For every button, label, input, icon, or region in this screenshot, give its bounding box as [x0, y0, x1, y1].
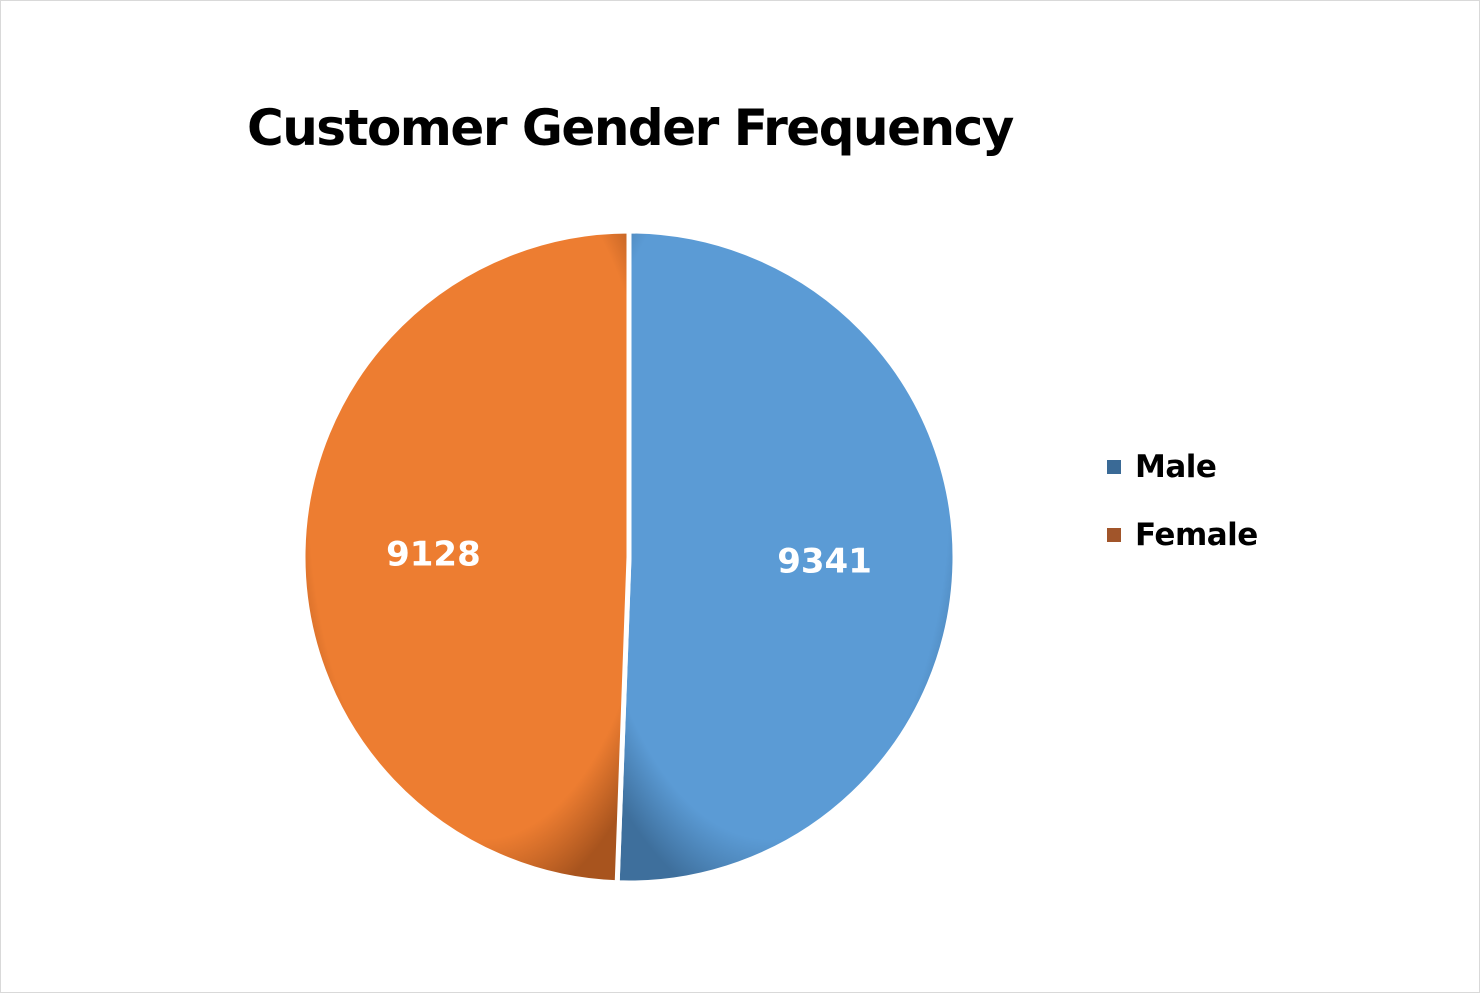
legend: Male Female	[1107, 447, 1258, 583]
legend-item-male: Male	[1107, 447, 1258, 487]
pie-slice-female	[300, 228, 632, 886]
data-label-female: 9128	[386, 534, 481, 574]
legend-item-female: Female	[1107, 515, 1258, 555]
legend-swatch-male	[1107, 460, 1121, 474]
legend-label-male: Male	[1135, 449, 1217, 485]
data-label-male: 9341	[777, 542, 872, 582]
pie-slice-male	[614, 228, 958, 886]
chart-title: Customer Gender Frequency	[247, 99, 1014, 157]
legend-label-female: Female	[1135, 517, 1258, 553]
pie-slices	[300, 228, 958, 886]
pie-data-labels: 9341 9128	[386, 534, 872, 581]
legend-swatch-female	[1107, 528, 1121, 542]
